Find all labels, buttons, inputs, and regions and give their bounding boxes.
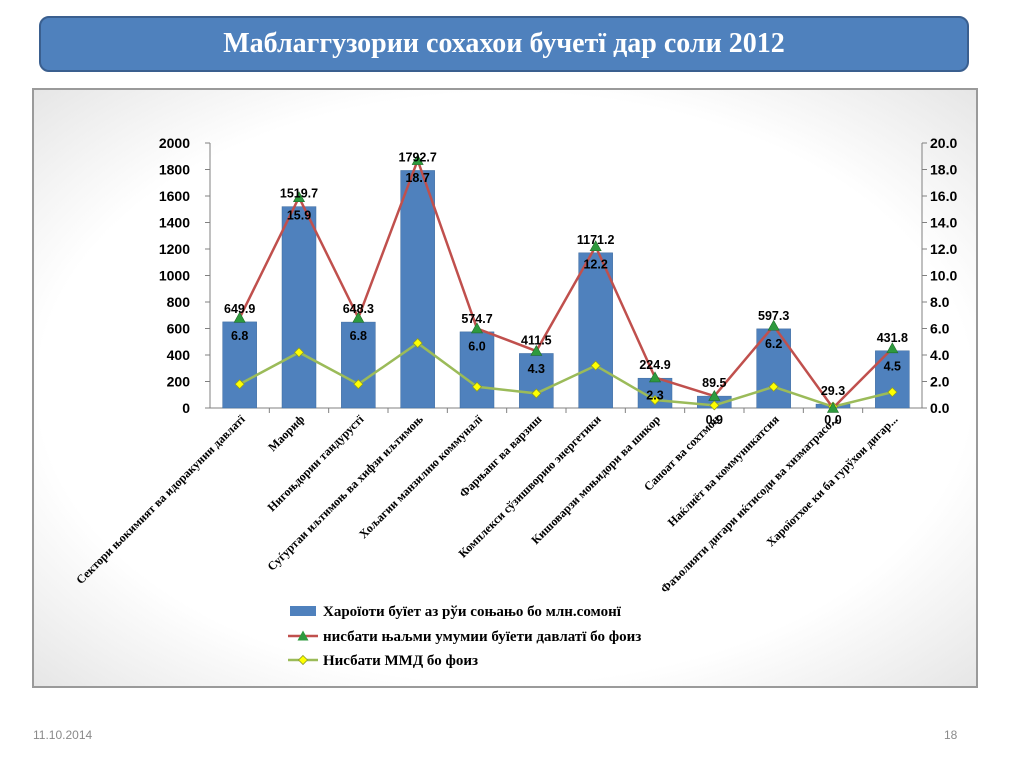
- legend-label-bars: Хароїоти буїет аз рўи соњањо бо млн.сомо…: [323, 604, 622, 620]
- right-axis-tick-label: 4.0: [930, 347, 950, 363]
- gdp-share-point: [412, 338, 423, 349]
- left-axis-tick-label: 1200: [159, 241, 190, 257]
- legend-label-budget: нисбати њаљми умумии буїети давлатї бо ф…: [323, 629, 641, 645]
- bar-value-label: 597.3: [758, 309, 789, 323]
- category-label: Наќлиёт ва коммуникатсия: [665, 412, 782, 529]
- bar: [281, 206, 317, 409]
- right-axis-tick-label: 12.0: [930, 241, 957, 257]
- budget-share-point: [292, 191, 306, 203]
- gdp-share-line: [239, 341, 893, 408]
- budget-share-label: 6.2: [765, 337, 782, 351]
- gdp-share-point: [768, 381, 779, 392]
- right-axis-tick-label: 0.0: [930, 400, 950, 416]
- legend-swatch-bars: [290, 606, 316, 616]
- budget-share-label: 6.8: [231, 329, 248, 343]
- chart-frame: 0 200 400 600 800 1000 1200 1400 1600 1800 2000 0.0…: [32, 88, 978, 688]
- bar: [341, 321, 376, 409]
- budget-share-point: [352, 311, 365, 323]
- gdp-share-point: [590, 360, 601, 371]
- left-axis-tick-label: 1400: [159, 215, 190, 231]
- bar-value-label: 411.5: [521, 333, 552, 347]
- category-label: Хароїотхое ки ба гурўхои дигар...: [763, 412, 900, 549]
- budget-share-point: [411, 154, 424, 165]
- left-axis-tick-label: 2000: [159, 135, 190, 151]
- budget-share-label: 6.8: [350, 329, 367, 343]
- right-axis-tick-label: 18.0: [930, 162, 957, 178]
- budget-share-point: [708, 389, 721, 401]
- category-label: Кишоварзи моњидори ва шикор: [528, 412, 663, 547]
- budget-share-point: [648, 371, 662, 383]
- bar-value-label: 648.3: [343, 302, 374, 316]
- bar: [459, 331, 495, 409]
- page-title: Маблаггузории сохахои бучетї дар соли 20…: [223, 28, 785, 59]
- page-number: 18: [944, 728, 958, 742]
- left-axis-tick-label: 1600: [159, 188, 190, 204]
- budget-share-label: 2.3: [646, 389, 663, 403]
- right-axis-tick-label: 2.0: [930, 374, 950, 390]
- gdp-share-point: [709, 400, 720, 411]
- gdp-share-point: [649, 394, 661, 406]
- budget-share-point: [589, 240, 602, 252]
- right-axis-tick-label: 10.0: [930, 268, 957, 284]
- bar-value-label: 1519.7: [280, 187, 318, 201]
- gdp-share-point: [353, 379, 364, 390]
- gdp-share-point: [887, 387, 898, 398]
- category-label: Маориф: [265, 412, 307, 454]
- left-axis-tick-label: 200: [167, 374, 191, 390]
- chart: 0 200 400 600 800 1000 1200 1400 1600 1800 2000 0.0…: [73, 135, 957, 669]
- bar-value-label: 1171.2: [577, 233, 615, 247]
- right-axis-tick-label: 16.0: [930, 188, 957, 204]
- bar: [578, 252, 613, 409]
- category-label: Хољагии манзилию коммуналї: [356, 412, 485, 541]
- budget-share-point: [530, 344, 543, 356]
- footer-date: 11.10.2014: [33, 728, 93, 742]
- bar-value-label: 89.5: [702, 376, 726, 390]
- bar-value-label: 224.9: [639, 358, 670, 372]
- bar-value-label: 574.7: [461, 312, 492, 326]
- legend-marker-gdp: [297, 654, 309, 666]
- budget-share-label: 4.3: [528, 362, 545, 376]
- budget-share-line: [238, 156, 894, 410]
- budget-share-label: 15.9: [287, 208, 311, 222]
- bar-value-label: 431.8: [877, 331, 908, 345]
- budget-share-point: [886, 342, 899, 354]
- title-banner: Маблаггузории сохахои бучетї дар соли 20…: [39, 16, 969, 72]
- left-axis-tick-label: 1000: [159, 268, 190, 284]
- budget-share-label: 18.7: [405, 171, 429, 185]
- budget-share-point: [767, 319, 780, 331]
- left-axis-tick-label: 600: [167, 321, 191, 337]
- category-label: Нигоњдории тандурустї: [264, 412, 366, 514]
- right-axis-tick-label: 14.0: [930, 215, 957, 231]
- gdp-share-point: [471, 381, 483, 392]
- bar-value-label: 29.3: [821, 384, 845, 398]
- left-axis-tick-label: 0: [182, 400, 190, 416]
- budget-share-label: 0.9: [706, 413, 723, 427]
- bar: [519, 353, 554, 409]
- right-axis-tick-label: 8.0: [930, 294, 950, 310]
- budget-share-label: 12.2: [583, 257, 607, 271]
- category-label: Сектори њокимият ва идоракунии давлатї: [73, 412, 248, 587]
- bar: [400, 170, 435, 409]
- gdp-share-point: [293, 347, 305, 358]
- left-axis-tick-label: 1800: [159, 162, 190, 178]
- budget-share-label: 4.5: [884, 359, 901, 373]
- bar: [222, 321, 257, 409]
- budget-share-point: [470, 322, 484, 334]
- left-axis-tick-label: 400: [167, 347, 191, 363]
- budget-share-point: [826, 401, 840, 413]
- bar-value-label: 649.9: [224, 302, 255, 316]
- left-axis-tick-label: 800: [167, 294, 191, 310]
- budget-share-label: 6.0: [468, 340, 485, 354]
- legend-marker-budget: [297, 630, 309, 641]
- legend-label-gdp: Нисбати ММД бо фоиз: [323, 653, 478, 669]
- right-axis-tick-label: 20.0: [930, 135, 957, 151]
- gdp-share-point: [531, 388, 542, 399]
- gdp-share-point: [234, 379, 245, 390]
- bar-value-label: 1792.7: [399, 150, 437, 164]
- budget-share-label: 0.0: [824, 413, 841, 427]
- budget-share-point: [233, 311, 246, 323]
- right-axis-tick-label: 6.0: [930, 321, 950, 337]
